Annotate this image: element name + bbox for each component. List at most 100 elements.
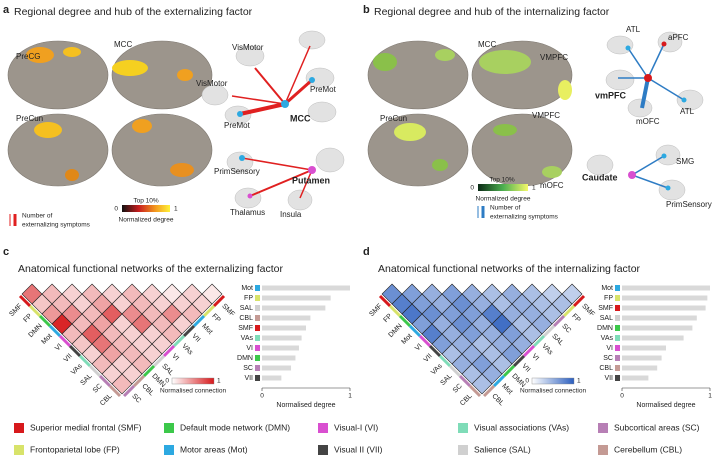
network-label: PreMot [224, 121, 251, 130]
matrix-cell [471, 373, 493, 395]
bar-category: SAL [240, 305, 253, 312]
network-stripe [458, 374, 472, 388]
legend-swatch [14, 423, 24, 433]
bar [622, 345, 666, 351]
network-stripe [122, 384, 136, 398]
network-stripe [482, 384, 496, 398]
network-stripe [408, 324, 422, 338]
matrix-label: VII [190, 333, 201, 344]
colorbar-min: 0 [165, 378, 169, 385]
network-label: PrimSensory [214, 167, 260, 176]
bar [262, 305, 326, 311]
colorbar [122, 205, 170, 212]
network-label: Thalamus [230, 208, 265, 217]
panel-letter: b [363, 4, 370, 16]
category-swatch [615, 375, 620, 381]
category-swatch [615, 295, 620, 301]
legend-label: Superior medial frontal (SMF) [30, 422, 142, 432]
bar [622, 295, 708, 301]
colorbar-max: 1 [532, 185, 536, 192]
bar [262, 355, 296, 361]
region-label: MCC [114, 40, 132, 49]
matrix-label: FP [570, 313, 582, 325]
legend-label: Visual-I (VI) [334, 422, 378, 432]
network-stripe [182, 324, 196, 338]
network-label: ATL [626, 25, 641, 34]
category-swatch [615, 315, 620, 321]
bar [262, 345, 299, 351]
colorbar [531, 377, 575, 385]
network-stripe [522, 344, 536, 358]
legend-swatch [14, 445, 24, 455]
matrix-label: VAs [430, 362, 444, 376]
legend-label: Motor areas (Mot) [180, 444, 248, 454]
region-label: mOFC [540, 181, 564, 190]
network-stripe [502, 364, 516, 378]
bar [262, 285, 350, 291]
category-swatch [255, 355, 260, 361]
bar [262, 335, 302, 341]
bar [622, 365, 658, 371]
legend-label: Salience (SAL) [474, 444, 531, 454]
matrix-label: VI [170, 353, 180, 363]
matrix-label: SC [92, 383, 104, 395]
network-stripe [468, 384, 482, 398]
bar-category: CBL [599, 365, 613, 372]
region-label: VMPFC [532, 111, 560, 120]
matrix-label: FP [382, 313, 394, 325]
bar-category: VAs [241, 335, 254, 342]
bar-category: SAL [600, 315, 613, 322]
network-label: aPFC [668, 33, 689, 42]
x-tick-label: 0 [620, 393, 624, 400]
category-swatch [615, 285, 620, 291]
network-stripe [202, 304, 216, 318]
legend-label: Visual associations (VAs) [474, 422, 569, 432]
bar-category: SC [243, 365, 253, 372]
matrix-label: VAs [70, 362, 84, 376]
bar-category: VI [246, 345, 253, 352]
legend-label: Subcortical areas (SC) [614, 422, 700, 432]
region-label: VMPFC [540, 53, 568, 62]
bar-category: DMN [237, 355, 253, 362]
category-swatch [255, 305, 260, 311]
network-stripe [108, 384, 122, 398]
colorbar-max: 1 [174, 206, 178, 213]
bar-category: VII [244, 375, 253, 382]
matrix-label: SAL [550, 333, 564, 347]
bar [622, 335, 684, 341]
matrix-label: VAs [540, 343, 554, 357]
colorbar [478, 184, 528, 191]
network-stripe [58, 334, 72, 348]
network-label: SMG [676, 157, 694, 166]
bar [622, 375, 649, 381]
network-stripe [28, 304, 42, 318]
matrix-label: FP [22, 313, 34, 325]
category-swatch [255, 365, 260, 371]
width-legend [477, 206, 485, 218]
matrix-label: CBL [140, 383, 155, 398]
x-axis-label: Normalised degree [636, 402, 695, 409]
legend-swatch [164, 423, 174, 433]
network-stripe [162, 344, 176, 358]
matrix-label: CBL [459, 393, 474, 408]
matrix-label: CBL [99, 393, 114, 408]
matrix-label: VII [520, 363, 531, 374]
bar [262, 295, 331, 301]
bar-category: VAs [601, 335, 614, 342]
matrix-label: SAL [160, 363, 174, 377]
bar-category: SC [603, 355, 613, 362]
category-swatch [255, 285, 260, 291]
network-stripe [438, 354, 452, 368]
category-swatch [615, 345, 620, 351]
colorbar-max: 1 [577, 378, 581, 385]
network-stripe [132, 374, 146, 388]
network-stripe [38, 314, 52, 328]
network-stripe [378, 294, 392, 308]
legend-label: Frontoparietal lobe (FP) [30, 444, 120, 454]
matrix-label: SC [560, 323, 572, 335]
network-label: PreMot [310, 85, 337, 94]
matrix-cell [111, 373, 133, 395]
legend-swatch [458, 423, 468, 433]
matrix-label: VII [63, 353, 74, 364]
